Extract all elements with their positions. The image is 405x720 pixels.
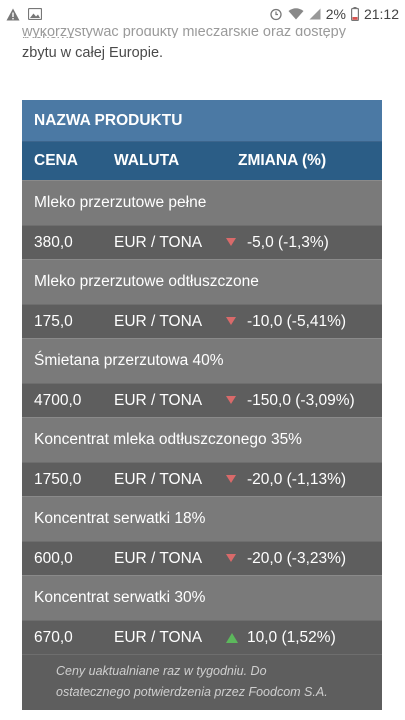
- product-name-row: Koncentrat serwatki 18%: [22, 496, 382, 541]
- article-cut-line: wykorzystywać produkty mleczarskie oraz …: [22, 28, 346, 38]
- currency-cell: EUR / TONA: [114, 549, 203, 567]
- change-cell: -150,0 (-3,09%): [247, 391, 355, 409]
- status-bar-left: [6, 8, 42, 21]
- warning-icon: [6, 8, 20, 21]
- table-header-title: NAZWA PRODUKTU: [22, 100, 382, 142]
- battery-icon: [350, 7, 359, 21]
- clock: 21:12: [363, 6, 399, 22]
- price-cell: 380,0: [34, 233, 73, 251]
- trend-down-icon: [226, 395, 236, 406]
- status-bar-right: 2% 21:12: [269, 6, 399, 22]
- footnote-line-1: Ceny uaktualniane raz w tygodniu. Do: [56, 664, 267, 678]
- change-cell: -10,0 (-5,41%): [247, 312, 347, 330]
- trend-up-icon: [226, 632, 238, 643]
- table-footnote: Ceny uaktualniane raz w tygodniu. Do ost…: [22, 654, 382, 710]
- column-header-currency: WALUTA: [114, 152, 180, 169]
- change-cell: -5,0 (-1,3%): [247, 233, 329, 251]
- product-value-row: 175,0 EUR / TONA -10,0 (-5,41%): [22, 304, 382, 338]
- price-cell: 175,0: [34, 312, 73, 330]
- currency-cell: EUR / TONA: [114, 470, 203, 488]
- change-cell: -20,0 (-3,23%): [247, 549, 347, 567]
- trend-down-icon: [226, 237, 236, 248]
- product-name-row: Śmietana przerzutowa 40%: [22, 338, 382, 383]
- currency-cell: EUR / TONA: [114, 233, 203, 251]
- product-value-row: 4700,0 EUR / TONA -150,0 (-3,09%): [22, 383, 382, 417]
- table-column-headers: CENA WALUTA ZMIANA (%): [22, 142, 382, 180]
- price-table: NAZWA PRODUKTU CENA WALUTA ZMIANA (%) Ml…: [22, 100, 382, 710]
- price-cell: 670,0: [34, 628, 73, 646]
- product-name-row: Koncentrat serwatki 30%: [22, 575, 382, 620]
- change-cell: -20,0 (-1,13%): [247, 470, 347, 488]
- column-header-price: CENA: [34, 152, 78, 169]
- signal-icon: [309, 8, 321, 20]
- image-icon: [28, 8, 42, 20]
- battery-percent: 2%: [325, 6, 346, 22]
- product-name-row: Mleko przerzutowe pełne: [22, 180, 382, 225]
- product-value-row: 1750,0 EUR / TONA -20,0 (-1,13%): [22, 462, 382, 496]
- status-bar: 2% 21:12: [0, 0, 405, 28]
- product-value-row: 380,0 EUR / TONA -5,0 (-1,3%): [22, 225, 382, 259]
- product-value-row: 670,0 EUR / TONA 10,0 (1,52%): [22, 620, 382, 654]
- alarm-icon: [269, 7, 283, 21]
- trend-down-icon: [226, 553, 236, 564]
- change-cell: 10,0 (1,52%): [247, 628, 336, 646]
- wifi-icon: [288, 8, 304, 20]
- trend-down-icon: [226, 474, 236, 485]
- currency-cell: EUR / TONA: [114, 628, 203, 646]
- article-text: wykorzystywać produkty mleczarskie oraz …: [0, 28, 405, 100]
- trend-down-icon: [226, 316, 236, 327]
- currency-cell: EUR / TONA: [114, 312, 203, 330]
- footnote-line-2: ostatecznego potwierdzenia przez Foodcom…: [56, 685, 328, 699]
- article-line: zbytu w całej Europie.: [22, 45, 164, 61]
- price-cell: 600,0: [34, 549, 73, 567]
- product-name-row: Mleko przerzutowe odtłuszczone: [22, 259, 382, 304]
- product-name-row: Koncentrat mleka odtłuszczonego 35%: [22, 417, 382, 462]
- product-value-row: 600,0 EUR / TONA -20,0 (-3,23%): [22, 541, 382, 575]
- table-rows: Mleko przerzutowe pełne 380,0 EUR / TONA…: [22, 180, 382, 654]
- price-cell: 4700,0: [34, 391, 82, 409]
- column-header-change: ZMIANA (%): [238, 152, 327, 169]
- currency-cell: EUR / TONA: [114, 391, 203, 409]
- price-cell: 1750,0: [34, 470, 82, 488]
